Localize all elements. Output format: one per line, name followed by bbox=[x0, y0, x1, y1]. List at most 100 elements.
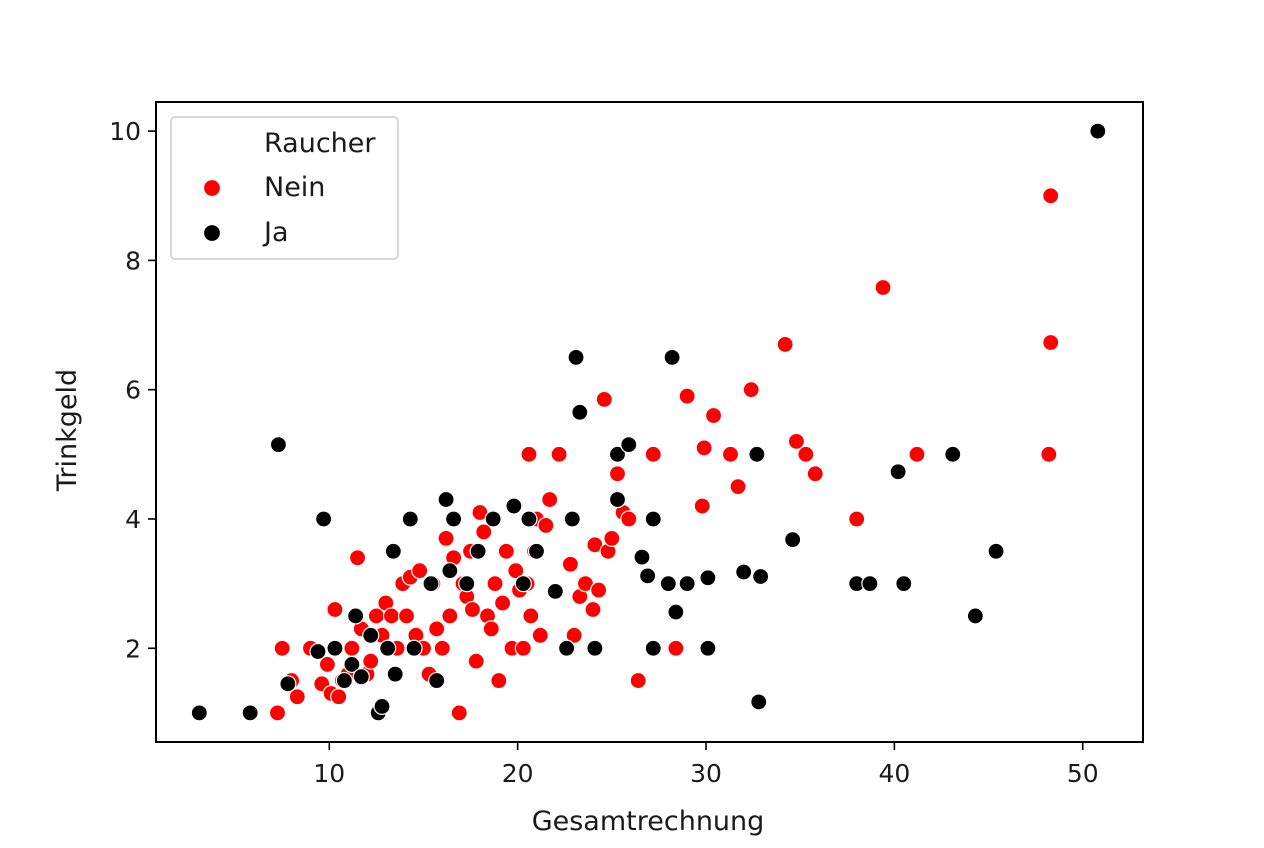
point-ja bbox=[384, 542, 402, 560]
point-nein bbox=[776, 335, 794, 354]
point-nein bbox=[507, 562, 525, 580]
point-ja bbox=[379, 639, 397, 657]
legend-title: Raucher bbox=[264, 128, 376, 159]
point-ja bbox=[633, 548, 651, 566]
point-nein bbox=[550, 445, 568, 463]
point-ja bbox=[558, 639, 576, 657]
point-ja bbox=[352, 668, 370, 686]
point-ja bbox=[347, 607, 365, 625]
point-nein bbox=[433, 639, 451, 657]
point-ja bbox=[1089, 122, 1107, 140]
point-ja bbox=[571, 403, 589, 421]
x-tick-label: 20 bbox=[502, 759, 534, 788]
point-nein bbox=[326, 600, 344, 619]
point-ja bbox=[644, 639, 662, 657]
point-nein bbox=[268, 704, 287, 722]
point-nein bbox=[608, 465, 627, 483]
point-nein bbox=[704, 406, 723, 425]
point-ja bbox=[520, 510, 538, 528]
point-nein bbox=[411, 562, 429, 580]
point-ja bbox=[889, 463, 907, 481]
point-ja bbox=[241, 704, 259, 722]
point-ja bbox=[373, 697, 391, 716]
point-ja bbox=[644, 510, 662, 528]
point-nein bbox=[806, 465, 824, 483]
point-ja bbox=[620, 436, 638, 454]
point-ja bbox=[190, 704, 208, 722]
point-nein bbox=[467, 652, 485, 670]
y-tick-label: 4 bbox=[125, 505, 141, 534]
point-ja bbox=[309, 642, 327, 661]
point-nein bbox=[437, 529, 455, 547]
point-ja bbox=[484, 510, 502, 528]
point-ja bbox=[326, 639, 344, 657]
x-tick-label: 10 bbox=[313, 759, 345, 788]
point-nein bbox=[490, 671, 508, 690]
point-nein bbox=[874, 278, 892, 297]
point-ja bbox=[362, 626, 380, 644]
point-nein bbox=[522, 607, 540, 625]
point-ja bbox=[750, 693, 768, 711]
point-ja bbox=[861, 575, 879, 593]
point-nein bbox=[693, 497, 711, 515]
x-axis-label: Gesamtrechnung bbox=[532, 806, 765, 837]
point-nein bbox=[318, 655, 337, 674]
point-ja bbox=[586, 639, 604, 657]
x-axis-ticks: 10 20 30 40 50 bbox=[313, 742, 1099, 788]
point-ja bbox=[639, 567, 657, 585]
plot-frame bbox=[155, 101, 1144, 743]
point-nein bbox=[629, 671, 647, 690]
point-ja bbox=[505, 497, 523, 515]
y-tick-label: 6 bbox=[125, 376, 141, 405]
point-nein bbox=[397, 607, 416, 625]
point-nein bbox=[1042, 333, 1060, 352]
point-ja bbox=[469, 542, 487, 560]
point-ja bbox=[546, 582, 564, 600]
point-ja bbox=[405, 639, 423, 657]
point-ja bbox=[659, 575, 677, 593]
point-ja bbox=[422, 575, 440, 593]
point-ja bbox=[335, 671, 353, 690]
point-nein bbox=[742, 381, 760, 399]
point-ja bbox=[445, 510, 463, 528]
point-ja bbox=[441, 562, 459, 580]
legend-frame bbox=[170, 116, 399, 260]
point-nein bbox=[908, 445, 926, 463]
y-axis-label: Trinkgeld bbox=[52, 369, 83, 492]
point-ja bbox=[567, 348, 585, 366]
point-nein bbox=[721, 445, 740, 463]
legend-marker-ja bbox=[202, 223, 222, 243]
point-nein bbox=[565, 626, 583, 644]
point-nein bbox=[343, 639, 361, 657]
point-nein bbox=[288, 688, 306, 706]
point-nein bbox=[787, 432, 806, 450]
point-nein bbox=[382, 607, 401, 625]
legend-marker-nein bbox=[202, 178, 222, 198]
point-ja bbox=[343, 655, 361, 674]
point-nein bbox=[493, 594, 512, 612]
point-ja bbox=[752, 567, 770, 586]
point-nein bbox=[678, 387, 696, 405]
point-ja bbox=[895, 575, 913, 593]
point-ja bbox=[667, 603, 685, 621]
data-points bbox=[190, 122, 1107, 722]
point-nein bbox=[514, 639, 532, 657]
point-nein bbox=[729, 478, 747, 496]
point-ja bbox=[608, 445, 627, 463]
point-nein bbox=[590, 581, 608, 599]
point-nein bbox=[603, 529, 621, 547]
point-ja bbox=[699, 569, 717, 587]
point-nein bbox=[520, 445, 538, 463]
y-axis-ticks: 2 4 6 8 10 bbox=[109, 117, 156, 663]
point-nein bbox=[620, 510, 638, 528]
point-ja bbox=[966, 607, 984, 625]
point-nein bbox=[584, 600, 602, 619]
point-ja bbox=[987, 542, 1005, 560]
point-nein bbox=[330, 688, 348, 706]
point-ja bbox=[269, 436, 288, 454]
point-ja bbox=[735, 563, 753, 581]
point-ja bbox=[699, 639, 717, 657]
point-ja bbox=[944, 445, 962, 463]
point-ja bbox=[437, 490, 455, 509]
point-ja bbox=[386, 665, 404, 683]
